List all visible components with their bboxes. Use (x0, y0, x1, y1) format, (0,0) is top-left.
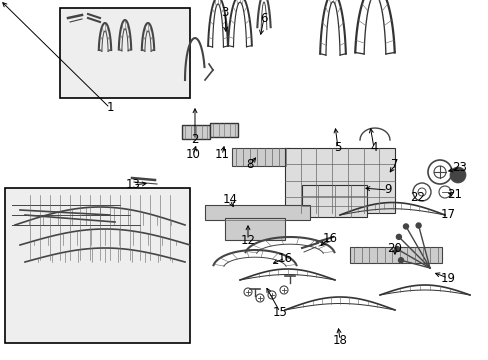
Bar (349, 247, 441, 263)
Bar (231, 148, 289, 166)
Text: 18: 18 (332, 333, 347, 346)
Text: 1: 1 (106, 102, 114, 114)
Text: 6: 6 (260, 12, 267, 24)
Text: 10: 10 (185, 148, 200, 162)
Bar (285, 148, 394, 213)
Circle shape (396, 234, 401, 239)
Text: 19: 19 (440, 271, 454, 284)
Circle shape (398, 258, 403, 263)
Text: 7: 7 (390, 158, 398, 171)
Text: 11: 11 (214, 148, 229, 162)
Bar (302, 185, 366, 217)
Text: 16: 16 (322, 231, 337, 244)
Bar (5, 188, 190, 343)
Bar (60, 8, 190, 98)
Text: 4: 4 (369, 141, 377, 154)
Text: 3: 3 (221, 5, 228, 18)
Text: 13: 13 (125, 179, 140, 192)
Text: 2: 2 (191, 134, 198, 147)
Text: 16: 16 (277, 252, 292, 265)
Circle shape (415, 223, 420, 228)
Text: 15: 15 (272, 306, 287, 319)
Bar (224, 218, 285, 240)
Text: 22: 22 (409, 192, 425, 204)
Text: 12: 12 (240, 234, 255, 247)
Text: 5: 5 (334, 141, 341, 154)
Bar (204, 205, 309, 220)
Text: 9: 9 (384, 184, 391, 197)
Text: 8: 8 (246, 158, 253, 171)
Circle shape (394, 247, 399, 252)
Text: 17: 17 (440, 208, 454, 221)
Bar (209, 123, 238, 137)
Circle shape (449, 167, 465, 183)
Text: 23: 23 (451, 162, 467, 175)
Text: 14: 14 (222, 193, 237, 207)
Circle shape (403, 224, 407, 229)
Text: 21: 21 (447, 189, 462, 202)
Bar (182, 125, 209, 139)
Text: 20: 20 (387, 242, 402, 255)
